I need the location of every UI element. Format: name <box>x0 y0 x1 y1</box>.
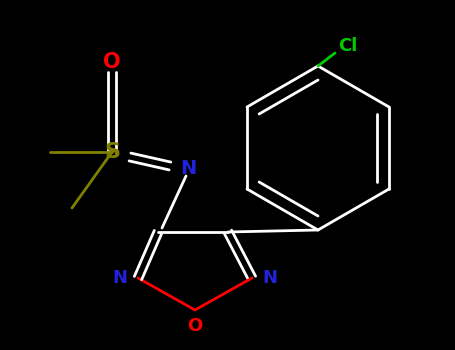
Text: O: O <box>103 52 121 72</box>
Text: N: N <box>180 159 196 177</box>
Text: S: S <box>104 142 120 162</box>
Text: O: O <box>187 317 202 335</box>
Text: N: N <box>263 269 278 287</box>
Text: N: N <box>112 269 127 287</box>
Text: Cl: Cl <box>339 37 358 55</box>
